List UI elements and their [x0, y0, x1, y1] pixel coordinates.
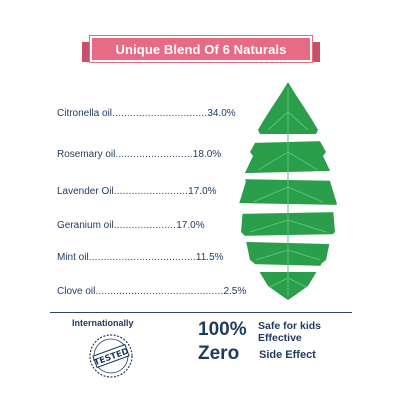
ingredient-name: Lavender Oil [57, 186, 114, 197]
ingredient-name: Rosemary oil [57, 149, 116, 160]
ingredient-dots: ........................................… [95, 286, 224, 297]
ingredient-dots: .......................... [115, 149, 193, 160]
ingredient-dots: ......................... [113, 186, 189, 197]
ingredient-name: Geranium oil [57, 220, 114, 231]
ingredient-row: Rosemary oil..........................18… [57, 149, 221, 160]
ingredient-row: Geranium oil.....................17.0% [57, 220, 205, 231]
title-banner: Unique Blend Of 6 Naturals [82, 36, 320, 62]
ingredient-row: Clove oil...............................… [57, 286, 246, 297]
ingredient-value: 2.5% [223, 286, 247, 297]
effective-text: Effective [258, 332, 302, 344]
ingredient-dots: ..................... [113, 220, 177, 231]
ingredient-value: 17.0% [188, 186, 217, 197]
ingredient-dots: .................................... [88, 252, 196, 263]
zero-value: Zero [198, 343, 240, 364]
ingredient-row: Lavender Oil.........................17.… [57, 186, 217, 197]
ingredient-dots: ................................ [112, 108, 208, 119]
side-effect-text: Side Effect [259, 349, 316, 361]
ingredient-row: Mint oil................................… [57, 252, 224, 263]
ingredient-name: Citronella oil [57, 108, 113, 119]
ingredient-value: 17.0% [176, 220, 205, 231]
banner-title: Unique Blend Of 6 Naturals [115, 41, 287, 57]
badge-caption: Internationally [72, 318, 134, 328]
section-divider [50, 312, 352, 313]
tested-stamp-icon: TESTED [89, 334, 133, 378]
ingredient-row: Citronella oil..........................… [57, 108, 236, 119]
ingredient-value: 34.0% [207, 108, 236, 119]
ingredient-value: 11.5% [195, 252, 224, 263]
banner-body: Unique Blend Of 6 Naturals [90, 36, 312, 62]
safe-for-kids-text: Safe for kids [258, 320, 322, 332]
percent-value: 100% [198, 319, 247, 340]
ingredient-name: Mint oil [57, 252, 89, 263]
ingredient-value: 18.0% [192, 149, 222, 160]
ingredient-name: Clove oil [57, 286, 96, 297]
leaf-icon [239, 82, 337, 300]
